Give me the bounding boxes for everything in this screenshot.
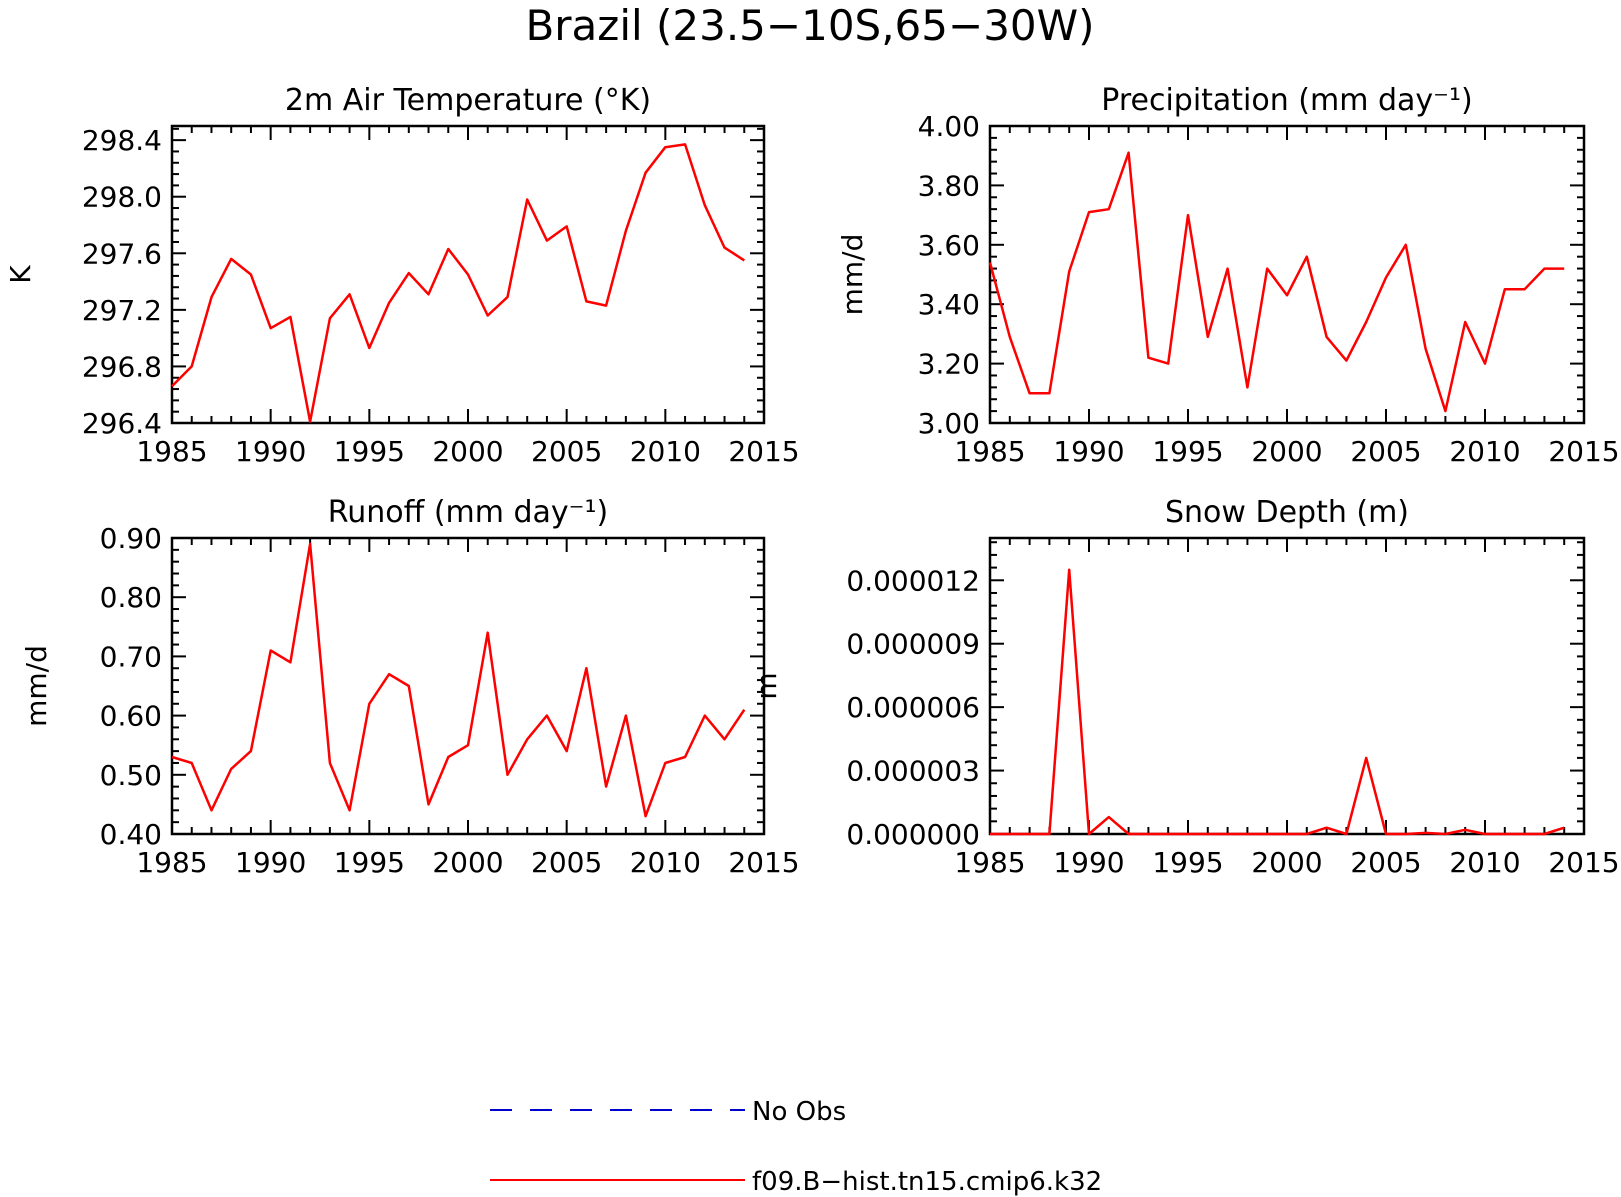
- x-tick-label: 1985: [954, 846, 1025, 879]
- panel-precipitation: Precipitation (mm day⁻¹) mm/d 1985 1990 1995…: [836, 83, 1620, 468]
- y-tick-label: 0.000003: [846, 755, 980, 788]
- figure-title: Brazil (23.5−10S,65−30W): [525, 1, 1094, 50]
- x-tick-label: 1990: [1053, 846, 1124, 879]
- y-tick-label: 0.000012: [846, 564, 980, 597]
- x-tick-label: 2005: [1350, 435, 1421, 468]
- x-tick-label: 2000: [432, 846, 503, 879]
- y-axis-label: K: [4, 265, 37, 284]
- plot-frame: [988, 124, 1586, 425]
- y-tick-label: 0.80: [100, 581, 162, 614]
- x-tick-label: 2015: [728, 435, 799, 468]
- x-tick-label: 2000: [1251, 846, 1322, 879]
- y-tick-label: 3.00: [918, 407, 980, 440]
- y-axis-label: mm/d: [836, 234, 869, 316]
- x-tick-label: 2015: [728, 846, 799, 879]
- panel-title: Precipitation (mm day⁻¹): [1101, 83, 1472, 118]
- y-tick-label: 0.000006: [846, 691, 980, 724]
- x-tick-label: 2010: [1449, 435, 1520, 468]
- x-tick-label: 1990: [235, 435, 306, 468]
- y-tick-label: 3.40: [918, 288, 980, 321]
- x-tick-label: 1990: [1053, 435, 1124, 468]
- x-tick-label: 2000: [1251, 435, 1322, 468]
- panel-title: Snow Depth (m): [1165, 495, 1409, 530]
- y-tick-label: 0.60: [100, 700, 162, 733]
- y-tick-label: 0.90: [100, 522, 162, 555]
- y-tick-label: 3.60: [918, 229, 980, 262]
- y-tick-label: 296.8: [82, 350, 162, 383]
- panel-runoff: Runoff (mm day⁻¹) mm/d 1985 1990 1995 2000 200…: [20, 495, 800, 879]
- x-tick-label: 1995: [334, 435, 405, 468]
- y-tick-label: 0.000000: [846, 818, 980, 851]
- plot-frame: [170, 536, 766, 836]
- y-tick-label: 3.20: [918, 348, 980, 381]
- x-tick-label: 1985: [954, 435, 1025, 468]
- x-tick-label: 1995: [1152, 435, 1223, 468]
- y-tick-label: 0.40: [100, 818, 162, 851]
- y-tick-label: 297.6: [82, 237, 162, 270]
- y-axis-label: m: [750, 672, 783, 699]
- series-line: [988, 151, 1565, 413]
- y-tick-label: 296.4: [82, 407, 162, 440]
- x-tick-label: 2000: [432, 435, 503, 468]
- y-tick-label: 3.80: [918, 169, 980, 202]
- x-tick-label: 2005: [1350, 846, 1421, 879]
- panel-title: Runoff (mm day⁻¹): [328, 495, 609, 530]
- x-tick-label: 1995: [1152, 846, 1223, 879]
- x-tick-label: 2010: [1449, 846, 1520, 879]
- y-tick-label: 298.4: [82, 124, 162, 157]
- legend-label-no-obs: No Obs: [752, 1097, 846, 1127]
- x-tick-label: 2015: [1548, 435, 1619, 468]
- x-tick-label: 2010: [630, 846, 701, 879]
- legend-label-model: f09.B−hist.tn15.cmip6.k32: [752, 1167, 1102, 1197]
- panel-snow-depth: Snow Depth (m) m 1985 1990 1995 2000 2005 2010 2…: [750, 495, 1620, 879]
- y-axis-label: mm/d: [20, 645, 53, 727]
- x-tick-label: 2010: [630, 435, 701, 468]
- y-tick-label: 298.0: [82, 181, 162, 214]
- series-line: [171, 542, 746, 818]
- legend: No Obs f09.B−hist.tn15.cmip6.k32: [490, 1097, 1102, 1197]
- panel-title: 2m Air Temperature (°K): [285, 83, 651, 118]
- y-tick-label: 297.2: [82, 294, 162, 327]
- x-tick-label: 1995: [334, 846, 405, 879]
- x-tick-label: 2005: [531, 846, 602, 879]
- panel-air-temperature: 2m Air Temperature (°K) K 1985 1990 1995 2000…: [4, 83, 800, 468]
- series-line: [171, 143, 745, 423]
- x-tick-label: 1985: [136, 435, 207, 468]
- y-tick-label: 0.50: [100, 759, 162, 792]
- series-line: [990, 568, 1565, 836]
- x-tick-label: 1985: [136, 846, 207, 879]
- y-tick-label: 0.70: [100, 640, 162, 673]
- y-tick-label: 0.000009: [846, 628, 980, 661]
- y-tick-label: 4.00: [918, 110, 980, 143]
- x-tick-label: 2015: [1548, 846, 1619, 879]
- x-tick-label: 1990: [235, 846, 306, 879]
- x-tick-label: 2005: [531, 435, 602, 468]
